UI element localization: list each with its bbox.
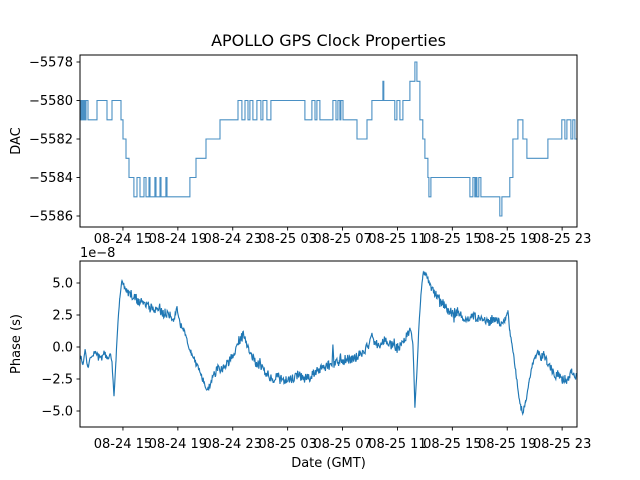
x-tick-label: 08-25 19 bbox=[478, 437, 536, 452]
x-axis-label: Date (GMT) bbox=[291, 456, 366, 471]
x-tick-label: 08-24 15 bbox=[94, 437, 152, 452]
offset-text: 1e−8 bbox=[80, 246, 115, 261]
axes-frame bbox=[79, 260, 578, 428]
y-tick-label: −5580 bbox=[29, 94, 73, 109]
chart-title: APOLLO GPS Clock Properties bbox=[211, 31, 446, 50]
x-tick-label: 08-25 11 bbox=[368, 437, 426, 452]
x-tick-label: 08-25 11 bbox=[368, 232, 426, 247]
y-tick-label: 0.0 bbox=[52, 341, 73, 356]
y-tick-label: −2.5 bbox=[41, 373, 73, 388]
y-tick-label: −5586 bbox=[29, 210, 73, 225]
x-tick-label: 08-25 23 bbox=[533, 232, 591, 247]
x-tick-label: 08-24 23 bbox=[204, 437, 262, 452]
x-tick-label: 08-25 23 bbox=[533, 437, 591, 452]
y-tick-label: −5584 bbox=[29, 171, 73, 186]
y-tick-label: −5582 bbox=[29, 133, 73, 148]
x-tick-label: 08-25 07 bbox=[313, 232, 371, 247]
axes-frame bbox=[79, 54, 578, 228]
top-y-axis-label: DAC bbox=[9, 127, 24, 155]
y-tick-label: 2.5 bbox=[52, 309, 73, 324]
x-tick-label: 08-25 07 bbox=[313, 437, 371, 452]
y-tick-label: −5578 bbox=[29, 56, 73, 71]
phase-line bbox=[80, 270, 577, 416]
dac-step-line bbox=[80, 61, 577, 217]
x-tick-label: 08-25 15 bbox=[423, 232, 481, 247]
x-tick-label: 08-25 03 bbox=[258, 437, 316, 452]
bottom-y-axis-label: Phase (s) bbox=[9, 314, 24, 374]
y-tick-label: 5.0 bbox=[52, 277, 73, 292]
x-tick-label: 08-24 19 bbox=[149, 232, 207, 247]
x-tick-label: 08-25 03 bbox=[258, 232, 316, 247]
x-tick-label: 08-24 15 bbox=[94, 232, 152, 247]
x-tick-label: 08-25 19 bbox=[478, 232, 536, 247]
x-tick-label: 08-25 15 bbox=[423, 437, 481, 452]
x-tick-label: 08-24 23 bbox=[204, 232, 262, 247]
y-tick-label: −5.0 bbox=[41, 405, 73, 420]
x-tick-label: 08-24 19 bbox=[149, 437, 207, 452]
